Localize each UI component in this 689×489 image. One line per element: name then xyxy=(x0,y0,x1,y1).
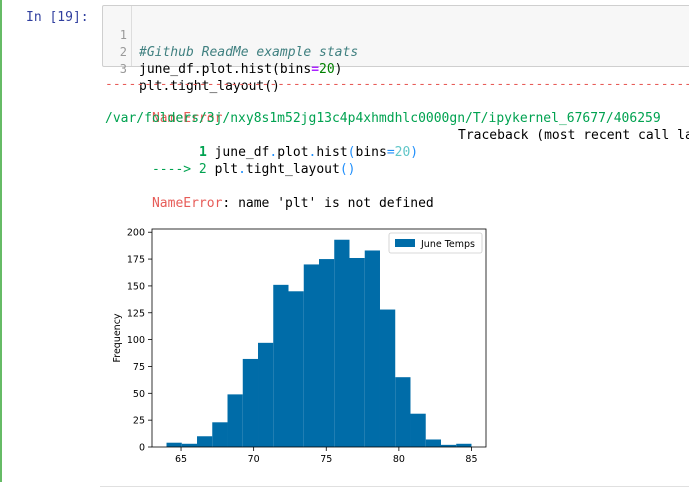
histogram-bar xyxy=(349,257,365,447)
histogram-bar xyxy=(288,291,304,447)
line-number: 1 xyxy=(119,28,127,42)
next-cell-divider xyxy=(100,486,689,487)
x-tick-label: 70 xyxy=(248,454,260,465)
code-token: june_df.plot.hist(bins xyxy=(139,62,312,77)
traceback-path: /var/folders/3j/nxy8s1m52jg13c4p4xhmdhlc… xyxy=(105,111,661,126)
code-token: ) xyxy=(410,145,419,160)
histogram-bar xyxy=(334,239,350,447)
histogram-bar xyxy=(395,377,411,447)
y-tick-label: 175 xyxy=(127,255,145,266)
code-token: . xyxy=(238,162,246,177)
code-token: bins xyxy=(355,145,387,160)
histogram-bar xyxy=(425,439,441,447)
plot-frame xyxy=(151,228,487,448)
histogram-bar xyxy=(181,443,198,447)
line-number-gutter xyxy=(131,6,132,66)
error-header: NameError Traceback (most recent call la… xyxy=(105,93,689,161)
y-tick-label: 75 xyxy=(133,362,145,373)
x-tick-label: 85 xyxy=(465,454,477,465)
error-message: NameError: name 'plt' is not defined xyxy=(105,178,434,229)
histogram-bar xyxy=(273,284,289,447)
histogram-bar xyxy=(166,442,182,447)
legend-swatch xyxy=(395,239,415,247)
histogram-bar xyxy=(319,259,335,447)
histogram-bar xyxy=(242,358,259,447)
y-tick-label: 100 xyxy=(127,335,145,346)
traceback-label: Traceback (most recent call last) xyxy=(458,128,689,143)
traceback-line-number: 1 xyxy=(198,145,207,160)
code-token: ( xyxy=(347,145,356,160)
code-token: tight_layout xyxy=(245,162,340,177)
y-tick-label: 125 xyxy=(127,308,145,319)
code-statement: plt.tight_layout() xyxy=(139,79,280,94)
error-message-text: : name 'plt' is not defined xyxy=(222,196,434,211)
line-number: 2 xyxy=(119,45,127,59)
code-line-1: 1 #Github ReadMe example stats xyxy=(103,10,689,60)
y-tick-label: 200 xyxy=(127,228,145,239)
code-token: hist xyxy=(316,145,348,160)
histogram-chart: 0 25 50 75 100 125 150 175 200 65 70 75 80 85 Frequenc… xyxy=(112,228,487,465)
histogram-bar xyxy=(303,264,319,447)
histogram-bar xyxy=(379,309,396,447)
code-token: plt xyxy=(206,162,239,177)
traceback-line-2: ----> 2 plt.tight_layout() xyxy=(105,144,356,195)
legend-label: June Temps xyxy=(420,239,475,250)
code-number: 20 xyxy=(319,62,335,77)
y-tick-label: 25 xyxy=(133,416,145,427)
code-token: . xyxy=(308,145,317,160)
histogram-bar xyxy=(258,342,274,447)
y-axis-label: Frequency xyxy=(112,313,123,362)
x-tick-label: 80 xyxy=(393,454,405,465)
code-token: plot xyxy=(277,145,309,160)
code-line-2: 2 june_df.plot.hist(bins=20) xyxy=(103,27,689,77)
code-statement: june_df.plot.hist(bins=20) xyxy=(139,61,343,78)
legend-box xyxy=(388,232,483,254)
traceback-line-1: 1 june_df.plot.hist(bins=20) xyxy=(105,127,418,178)
y-tick-label: 0 xyxy=(139,443,145,454)
code-token: () xyxy=(339,162,356,177)
histogram-bar xyxy=(410,413,426,447)
code-token: ) xyxy=(334,62,343,77)
x-tick-label: 75 xyxy=(320,454,332,465)
code-number: 20 xyxy=(394,145,411,160)
error-name: NameError xyxy=(151,111,223,126)
y-tick-label: 50 xyxy=(133,389,145,400)
line-number: 3 xyxy=(119,62,127,76)
code-input-area[interactable]: 1 #Github ReadMe example stats 2 june_df… xyxy=(102,5,689,94)
histogram-bar xyxy=(227,394,243,447)
error-divider: ----------------------------------------… xyxy=(105,77,689,92)
code-comment: #Github ReadMe example stats xyxy=(139,45,359,60)
histogram-bar xyxy=(212,422,228,447)
traceback-arrow: ----> 2 xyxy=(151,162,207,177)
code-operator: = xyxy=(311,62,320,77)
histogram-bar xyxy=(364,250,380,447)
code-token: = xyxy=(386,145,395,160)
code-token: . xyxy=(269,145,278,160)
code-token: june_df xyxy=(206,145,270,160)
histogram-output: 0 25 50 75 100 125 150 175 200 65 70 75 80 85 Frequenc… xyxy=(102,222,502,476)
error-message-name: NameError xyxy=(151,196,223,211)
histogram-bar xyxy=(197,436,213,447)
histogram-bar xyxy=(440,444,457,447)
x-tick-label: 65 xyxy=(175,454,187,465)
cell-prompt: In [19]: xyxy=(26,10,89,25)
y-tick-label: 150 xyxy=(127,281,145,292)
histogram-bar xyxy=(456,443,472,447)
code-line-3: 3 plt.tight_layout() xyxy=(103,44,689,94)
